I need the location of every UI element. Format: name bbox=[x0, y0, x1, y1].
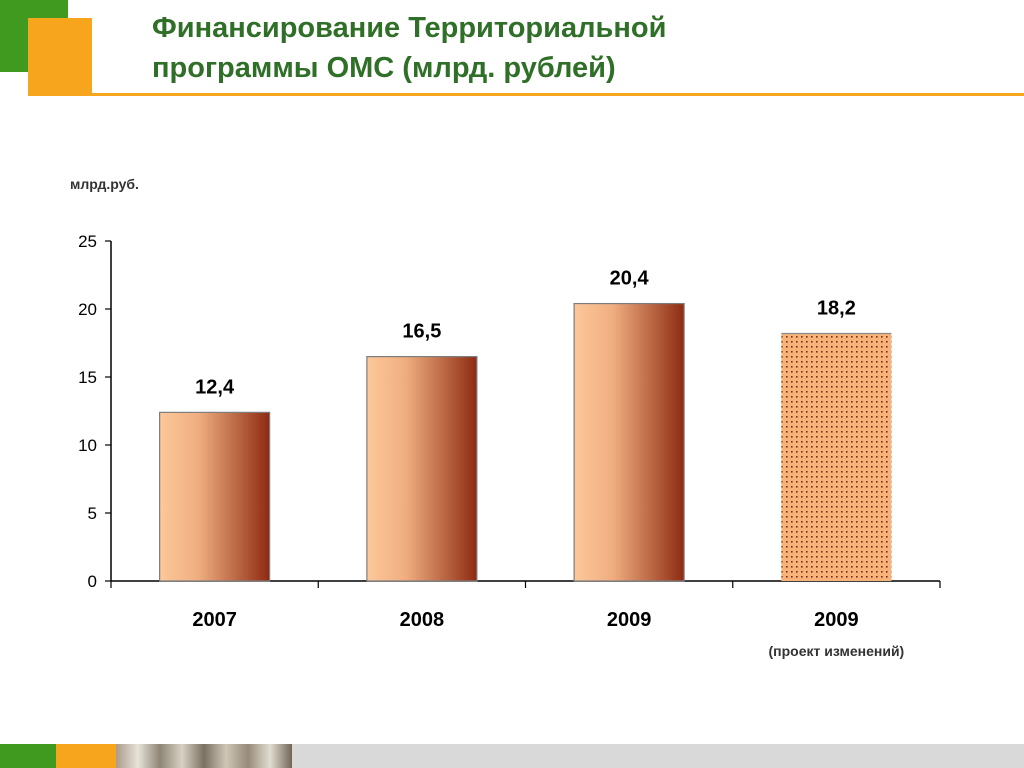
x-category-label: 2009 bbox=[607, 609, 652, 631]
title-underline bbox=[28, 93, 1024, 96]
footer-photo-strip bbox=[116, 744, 292, 768]
y-tick-label: 15 bbox=[78, 368, 97, 387]
corner-orange-square bbox=[28, 18, 92, 93]
x-category-note: (проект изменений) bbox=[769, 643, 905, 659]
x-category-label: 2007 bbox=[192, 609, 237, 631]
data-label: 20,4 bbox=[610, 268, 650, 290]
y-tick-label: 25 bbox=[78, 232, 97, 251]
data-label: 12,4 bbox=[195, 376, 235, 398]
data-label: 18,2 bbox=[817, 297, 856, 319]
bar-2009-project bbox=[781, 333, 892, 581]
y-axis-unit-label: млрд.руб. bbox=[70, 176, 139, 192]
y-tick-label: 10 bbox=[78, 436, 97, 455]
bar-2009 bbox=[573, 302, 685, 582]
y-tick-label: 0 bbox=[88, 572, 97, 591]
x-category-label: 2009 bbox=[814, 609, 859, 631]
data-label: 16,5 bbox=[402, 321, 441, 343]
bar-2008 bbox=[366, 356, 478, 582]
footer-orange-block bbox=[56, 744, 116, 768]
bar-2007 bbox=[159, 411, 271, 582]
slide-title: Финансирование Территориальной программы… bbox=[152, 12, 667, 84]
y-tick-label: 20 bbox=[78, 300, 97, 319]
y-tick-label: 5 bbox=[88, 504, 97, 523]
bar-chart: 0 5 10 15 20 25 12,4 2007 16,5 2008 20,4 2009 18,2 2… bbox=[78, 232, 941, 659]
x-category-label: 2008 bbox=[400, 609, 445, 631]
footer-green-block bbox=[0, 744, 56, 768]
